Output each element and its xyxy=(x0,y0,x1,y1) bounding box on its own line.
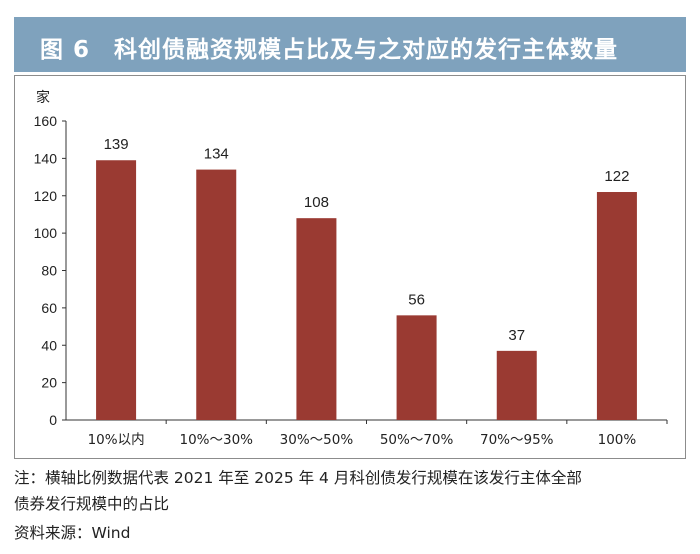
y-tick-label: 100 xyxy=(34,225,58,241)
x-tick-label: 100% xyxy=(598,432,637,448)
y-axis-label: 家 xyxy=(36,89,50,106)
bar xyxy=(296,218,337,420)
y-tick-label: 120 xyxy=(34,188,58,204)
data-label: 56 xyxy=(408,291,425,308)
note-line-1: 注：横轴比例数据代表 2021 年至 2025 年 4 月科创债发行规模在该发行… xyxy=(14,469,582,487)
y-tick-label: 20 xyxy=(41,375,57,391)
y-tick-label: 140 xyxy=(34,150,58,166)
data-label: 122 xyxy=(604,168,629,185)
x-tick-label: 10%～30% xyxy=(179,432,253,448)
bar xyxy=(496,350,537,420)
title-bar: 图 6 科创债融资规模占比及与之对应的发行主体数量 xyxy=(14,17,686,72)
bar xyxy=(596,192,637,420)
data-label: 139 xyxy=(104,136,129,153)
x-tick-label: 50%～70% xyxy=(380,432,454,448)
note-line-2: 债券发行规模中的占比 xyxy=(14,495,170,513)
x-tick-label: 10%以内 xyxy=(88,432,145,448)
bar xyxy=(196,169,237,420)
data-label: 37 xyxy=(508,327,525,344)
y-tick-label: 160 xyxy=(34,113,58,129)
x-tick-label: 70%～95% xyxy=(480,432,554,448)
x-tick-label: 30%～50% xyxy=(280,432,354,448)
y-tick-label: 40 xyxy=(41,337,57,353)
y-tick-label: 0 xyxy=(49,412,57,428)
data-label: 134 xyxy=(204,146,229,163)
y-tick-label: 80 xyxy=(41,263,57,279)
bar xyxy=(96,160,137,420)
source-note: 资料来源：Wind xyxy=(14,524,131,542)
y-tick-label: 60 xyxy=(41,300,57,316)
bar xyxy=(396,315,437,420)
chart-title: 图 6 科创债融资规模占比及与之对应的发行主体数量 xyxy=(40,37,619,63)
data-label: 108 xyxy=(304,194,329,211)
